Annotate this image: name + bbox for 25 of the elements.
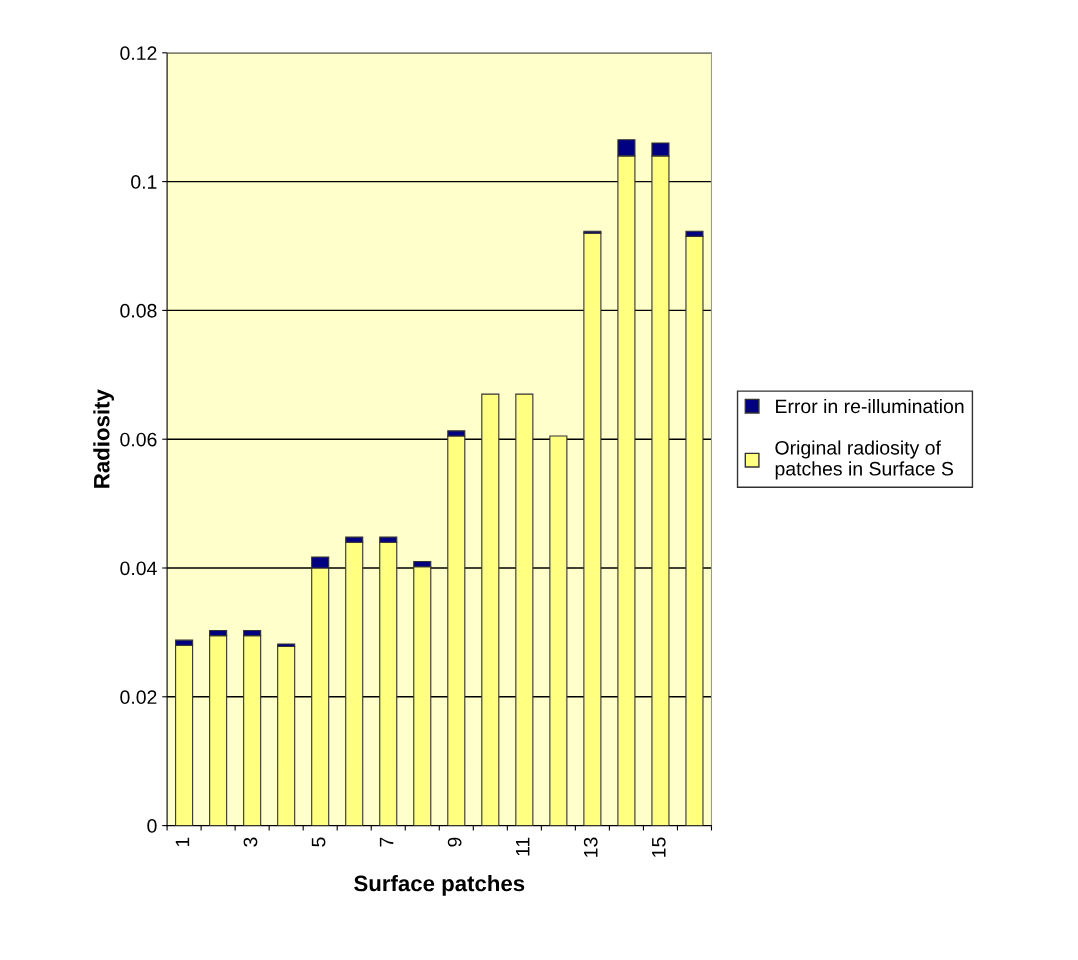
bar	[549, 435, 568, 826]
y-tick-label: 0	[147, 819, 157, 833]
y-tick-label: 0.1	[131, 175, 157, 189]
y-tick-label: 0.06	[120, 432, 157, 447]
y-axis-title: Radiosity	[93, 389, 114, 488]
bar	[277, 646, 296, 826]
x-tick-label: 5	[311, 837, 326, 847]
x-tick-label: 13	[583, 837, 598, 857]
x-tick-label: 7	[379, 837, 394, 847]
bar	[583, 232, 602, 826]
bar	[685, 235, 704, 826]
bar	[515, 393, 534, 826]
bar	[481, 393, 500, 826]
legend-label: Error in re-illumination	[776, 398, 964, 414]
x-tick-label: 3	[243, 837, 258, 847]
y-tick-label: 0.02	[120, 690, 157, 705]
y-tick-label: 0.08	[120, 303, 157, 318]
y-tick-label: 0.12	[120, 46, 157, 61]
x-axis-title: Surface patches	[354, 875, 525, 896]
x-tick-label: 15	[652, 837, 666, 857]
x-tick-label: 9	[447, 837, 462, 847]
x-tick-label: 1	[175, 837, 190, 847]
legend-label: Original radiosity of patches in Surface S	[775, 440, 954, 480]
x-tick-label: 11	[516, 837, 530, 856]
y-tick-label: 0.04	[120, 561, 157, 576]
